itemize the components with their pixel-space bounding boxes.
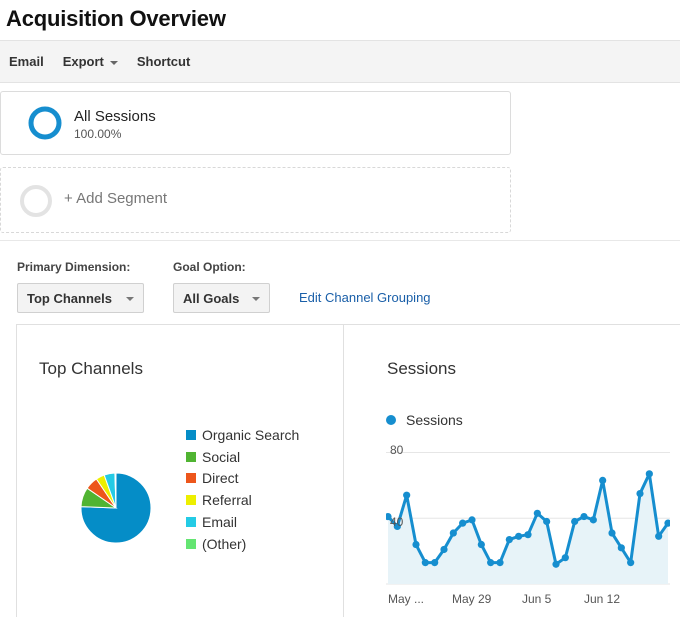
caret-down-icon	[109, 60, 118, 65]
y-tick-label: 40	[390, 515, 404, 529]
sessions-point[interactable]	[440, 545, 448, 554]
sessions-point[interactable]	[505, 536, 513, 544]
sessions-point[interactable]	[571, 517, 579, 526]
email-button[interactable]: Email	[9, 54, 44, 69]
legend-swatch	[186, 538, 196, 549]
primary-dimension-dropdown[interactable]: Top Channels	[17, 283, 144, 313]
email-label: Email	[9, 54, 44, 69]
legend-swatch	[186, 473, 196, 484]
panel-divider	[343, 324, 344, 617]
goal-option-value: All Goals	[183, 290, 240, 306]
sessions-point[interactable]	[636, 489, 644, 498]
sessions-point[interactable]	[412, 540, 420, 549]
shortcut-button[interactable]: Shortcut	[137, 54, 190, 69]
top-channels-legend: Organic Search Social Direct Referral Em…	[186, 424, 299, 555]
sessions-point[interactable]	[449, 529, 457, 537]
legend-label: Email	[202, 514, 238, 531]
edit-channel-grouping-link[interactable]: Edit Channel Grouping	[299, 290, 431, 305]
sessions-area	[388, 473, 668, 584]
sessions-point[interactable]	[608, 529, 616, 537]
pie-slice-other[interactable]	[114, 472, 117, 509]
sessions-point[interactable]	[552, 560, 560, 568]
sessions-point[interactable]	[627, 559, 635, 567]
y-tick-label: 80	[390, 443, 404, 457]
donut-ring-icon	[28, 106, 62, 140]
add-segment-label: + Add Segment	[64, 190, 167, 207]
legend-item-direct[interactable]: Direct	[186, 468, 299, 490]
sessions-title: Sessions	[387, 359, 456, 378]
segment-percent: 100.00%	[74, 127, 122, 141]
add-segment-button[interactable]: + Add Segment	[0, 167, 511, 233]
goal-option-dropdown[interactable]: All Goals	[173, 283, 270, 313]
sessions-point[interactable]	[431, 559, 439, 567]
overview-panels	[16, 324, 680, 617]
sessions-point[interactable]	[386, 512, 392, 521]
primary-dimension-label: Primary Dimension:	[17, 260, 131, 274]
top-channels-pie-chart	[80, 472, 152, 544]
legend-label: Social	[202, 448, 241, 465]
legend-item-organic-search[interactable]: Organic Search	[186, 424, 299, 446]
series-dot-icon	[386, 415, 396, 425]
sessions-point[interactable]	[403, 491, 411, 499]
sessions-point[interactable]	[645, 470, 653, 478]
series-legend-label: Sessions	[406, 412, 463, 428]
sessions-point[interactable]	[515, 532, 523, 540]
legend-label: Referral	[202, 492, 252, 509]
sessions-point[interactable]	[459, 519, 467, 527]
legend-swatch	[186, 451, 196, 462]
empty-ring-icon	[20, 185, 52, 217]
sessions-point[interactable]	[664, 519, 670, 527]
sessions-series-legend[interactable]: Sessions	[386, 412, 463, 428]
sessions-point[interactable]	[524, 531, 532, 539]
legend-label: Organic Search	[202, 426, 300, 443]
segment-all-sessions[interactable]: All Sessions 100.00%	[0, 91, 511, 155]
sessions-point[interactable]	[533, 509, 541, 517]
legend-label: (Other)	[202, 535, 247, 552]
sessions-point[interactable]	[421, 559, 429, 567]
caret-down-icon	[252, 297, 260, 301]
sessions-point[interactable]	[617, 544, 625, 552]
x-tick-label: May 29	[452, 592, 492, 606]
sessions-point[interactable]	[477, 540, 485, 549]
sessions-point[interactable]	[496, 559, 504, 567]
legend-swatch	[186, 495, 196, 506]
sessions-point[interactable]	[580, 512, 588, 521]
caret-down-icon	[126, 297, 134, 301]
segment-name: All Sessions	[74, 108, 156, 125]
shortcut-label: Shortcut	[136, 54, 191, 69]
export-button[interactable]: Export	[63, 54, 118, 69]
sessions-point[interactable]	[561, 554, 569, 562]
sessions-point[interactable]	[393, 522, 401, 531]
top-channels-title: Top Channels	[39, 359, 143, 378]
report-toolbar: Email Export Shortcut	[0, 40, 680, 83]
page-title: Acquisition Overview	[6, 6, 226, 31]
legend-item-referral[interactable]: Referral	[186, 489, 299, 511]
x-tick-label: May ...	[388, 592, 424, 606]
sessions-line-chart: 80 40 May ... May 29 Jun 5 Jun 12	[386, 443, 670, 606]
goal-option-label: Goal Option:	[173, 260, 246, 274]
section-divider	[0, 240, 680, 241]
x-tick-label: Jun 5	[522, 592, 552, 606]
sessions-point[interactable]	[655, 532, 663, 540]
legend-item-email[interactable]: Email	[186, 511, 299, 533]
legend-item-other[interactable]: (Other)	[186, 533, 299, 555]
sessions-point[interactable]	[468, 516, 476, 524]
primary-dimension-value: Top Channels	[27, 290, 112, 306]
sessions-point[interactable]	[599, 476, 607, 484]
sessions-point[interactable]	[589, 516, 597, 524]
legend-item-social[interactable]: Social	[186, 446, 299, 468]
x-tick-label: Jun 12	[584, 592, 620, 606]
legend-swatch	[186, 429, 196, 440]
export-label: Export	[62, 54, 104, 69]
sessions-point[interactable]	[487, 559, 495, 567]
legend-label: Direct	[202, 470, 239, 487]
sessions-point[interactable]	[543, 517, 551, 526]
legend-swatch	[186, 517, 196, 528]
